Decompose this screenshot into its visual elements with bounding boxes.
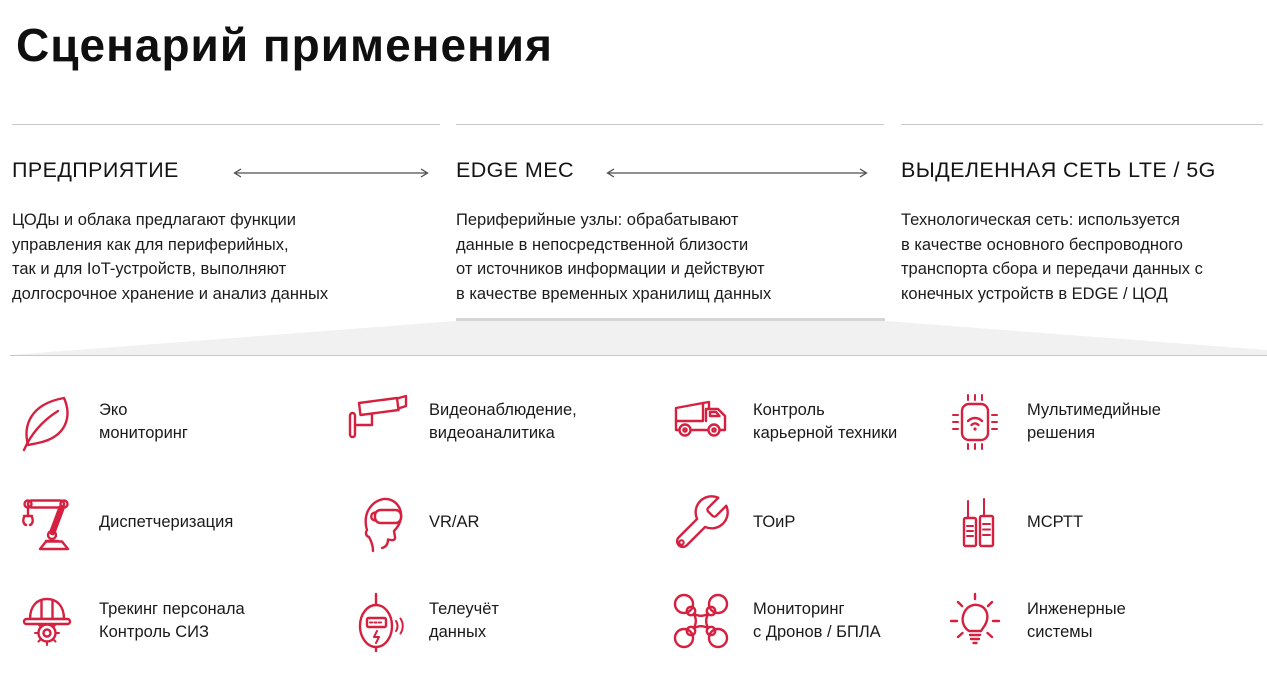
column-description: ЦОДы и облака предлагают функции управле… [12,211,329,303]
dump-truck-icon [668,389,734,455]
use-case-engineering-systems: Инженерные системы [942,585,1267,657]
drone-icon [668,588,734,654]
use-case-label: Трекинг персонала Контроль СИЗ [99,599,245,642]
use-case-eco-monitoring: Эко мониторинг [14,386,344,458]
chip-wifi-icon [942,389,1008,455]
meter-icon [344,588,410,654]
funnel-shape [0,321,1267,356]
use-case-label: МСРТТ [1027,513,1084,532]
use-case-label: Видеонаблюдение, видеоаналитика [429,400,577,443]
horizontal-divider [10,355,1267,356]
double-arrow-icon [229,167,433,179]
use-case-label: Контроль карьерной техники [753,400,898,443]
use-case-quarry-vehicles-control: Контроль карьерной техники [668,386,998,458]
use-case-label: ТОиР [753,513,796,532]
vr-headset-icon [344,490,410,556]
use-case-dispatching: Диспетчеризация [14,487,344,559]
column-title: ПРЕДПРИЯТИЕ [12,158,179,182]
use-case-tele-metering: Телеучёт данных [344,585,674,657]
helmet-gear-icon [14,588,80,654]
column-title: EDGE MEC [456,158,574,182]
lightbulb-icon [942,588,1008,654]
column-description: Периферийные узлы: обрабатывают данные в… [456,211,772,303]
column-enterprise: ПРЕДПРИЯТИЕ ЦОДы и облака предлагают фун… [12,124,440,306]
use-case-vr-ar: VR/AR [344,487,674,559]
use-case-label: Мониторинг с Дронов / БПЛА [753,599,881,642]
use-case-label: Инженерные системы [1027,599,1126,642]
use-case-label: Мультимедийные решения [1027,400,1161,443]
column-description: Технологическая сеть: используется в кач… [901,211,1203,303]
use-case-label: Телеучёт данных [429,599,499,642]
wrench-icon [668,490,734,556]
walkie-talkie-icon [942,490,1008,556]
column-edge-mec: EDGE MEC Периферийные узлы: обрабатывают… [456,124,884,306]
use-case-label: Диспетчеризация [99,513,234,532]
use-case-drone-monitoring: Мониторинг с Дронов / БПЛА [668,585,998,657]
page-title: Сценарий применения [16,19,553,71]
double-arrow-icon [602,167,872,179]
leaf-icon [14,389,80,455]
use-case-personnel-tracking: Трекинг персонала Контроль СИЗ [14,585,344,657]
use-case-multimedia-solutions: Мультимедийные решения [942,386,1267,458]
robot-arm-icon [14,490,80,556]
funnel-top-bar [456,318,885,321]
cctv-camera-icon [344,389,410,455]
column-title: ВЫДЕЛЕННАЯ СЕТЬ LTE / 5G [901,158,1216,182]
use-case-video-surveillance: Видеонаблюдение, видеоаналитика [344,386,674,458]
use-case-label: Эко мониторинг [99,400,188,443]
use-case-label: VR/AR [429,513,480,532]
use-case-mcptt: МСРТТ [942,487,1267,559]
column-dedicated-network: ВЫДЕЛЕННАЯ СЕТЬ LTE / 5G Технологическая… [901,124,1263,306]
use-case-maintenance-repair: ТОиР [668,487,998,559]
